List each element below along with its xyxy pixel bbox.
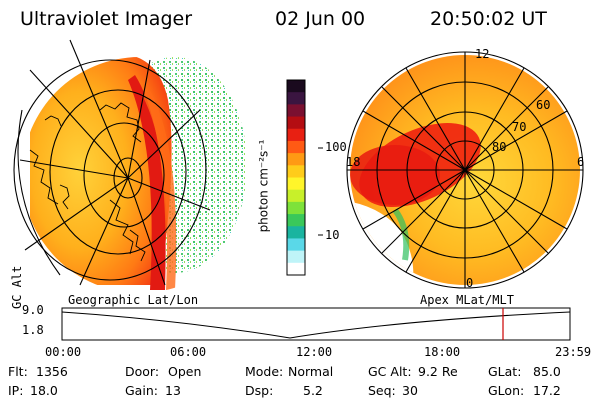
- geo-panel-label: Geographic Lat/Lon: [68, 293, 199, 307]
- colorbar-swatch: [287, 238, 305, 252]
- instrument-title: Ultraviolet Imager: [20, 8, 193, 30]
- colorbar-swatch: [287, 226, 305, 239]
- gain-key: Gain:: [125, 383, 158, 398]
- colorbar-swatch: [287, 250, 305, 264]
- timeline-xtick-0: 00:00: [45, 345, 82, 359]
- altitude-timeline: [61, 307, 571, 341]
- flt-key: Flt:: [8, 364, 28, 379]
- colorbar-swatch: [287, 116, 305, 130]
- colorbar-swatch: [287, 165, 305, 178]
- colorbar-swatch: [287, 140, 305, 154]
- colorbar-swatch: [287, 80, 305, 93]
- polar-image: [346, 51, 584, 289]
- colorbar-swatch: [287, 92, 305, 105]
- timeline-xtick-4: 23:59: [555, 345, 592, 359]
- glon-value: 17.2: [533, 383, 561, 398]
- dsp-key: Dsp:: [245, 383, 274, 398]
- dsp-value: 5.2: [303, 383, 323, 398]
- timeline-ytick-bottom: 1.8: [22, 323, 44, 337]
- timeline-xtick-2: 12:00: [296, 345, 333, 359]
- geo-image: [13, 39, 247, 290]
- timeline-xtick-3: 18:00: [424, 345, 461, 359]
- mlt-label-12: 12: [475, 47, 490, 61]
- colorbar-swatch: [287, 189, 305, 203]
- colorbar-tick-10: 10: [325, 228, 340, 242]
- mode-key: Mode:: [245, 364, 284, 379]
- mlat-label-60: 60: [536, 98, 551, 112]
- colorbar-unit-label: photon cm⁻²s⁻¹: [256, 139, 271, 233]
- mlat-label-80: 80: [492, 140, 507, 154]
- mode-value: Normal: [288, 364, 334, 379]
- gcalt-value: 9.2 Re: [418, 364, 458, 379]
- glon-key: GLon:: [488, 383, 525, 398]
- colorbar-swatch: [287, 128, 305, 142]
- colorbar-swatch: [287, 177, 305, 191]
- colorbar-swatch: [287, 153, 305, 166]
- flt-value: 1356: [36, 364, 68, 379]
- polar-panel-label: Apex MLat/MLT: [420, 293, 514, 307]
- timeline-ytick-top: 9.0: [22, 303, 44, 317]
- ip-key: IP:: [8, 383, 24, 398]
- date-label: 02 Jun 00: [275, 8, 366, 30]
- seq-key: Seq:: [368, 383, 396, 398]
- gain-value: 13: [165, 383, 181, 398]
- glat-key: GLat:: [488, 364, 522, 379]
- glat-value: 85.0: [533, 364, 561, 379]
- mlat-label-70: 70: [512, 120, 527, 134]
- time-label: 20:50:02 UT: [430, 8, 547, 30]
- mlt-label-0: 0: [466, 276, 474, 290]
- colorbar-frame: [286, 79, 306, 276]
- colorbar: [286, 79, 306, 276]
- timeline-xtick-1: 06:00: [170, 345, 207, 359]
- mlt-label-6: 6: [577, 155, 585, 169]
- door-key: Door:: [125, 364, 160, 379]
- colorbar-swatch: [287, 104, 305, 118]
- gcalt-key: GC Alt:: [368, 364, 412, 379]
- colorbar-tick-100: 100: [325, 140, 347, 154]
- ip-value: 18.0: [30, 383, 58, 398]
- colorbar-swatch: [287, 214, 305, 227]
- door-value: Open: [168, 364, 202, 379]
- colorbar-swatch: [287, 262, 305, 276]
- seq-value: 30: [402, 383, 418, 398]
- mlt-label-18: 18: [346, 155, 361, 169]
- colorbar-swatch: [287, 201, 305, 215]
